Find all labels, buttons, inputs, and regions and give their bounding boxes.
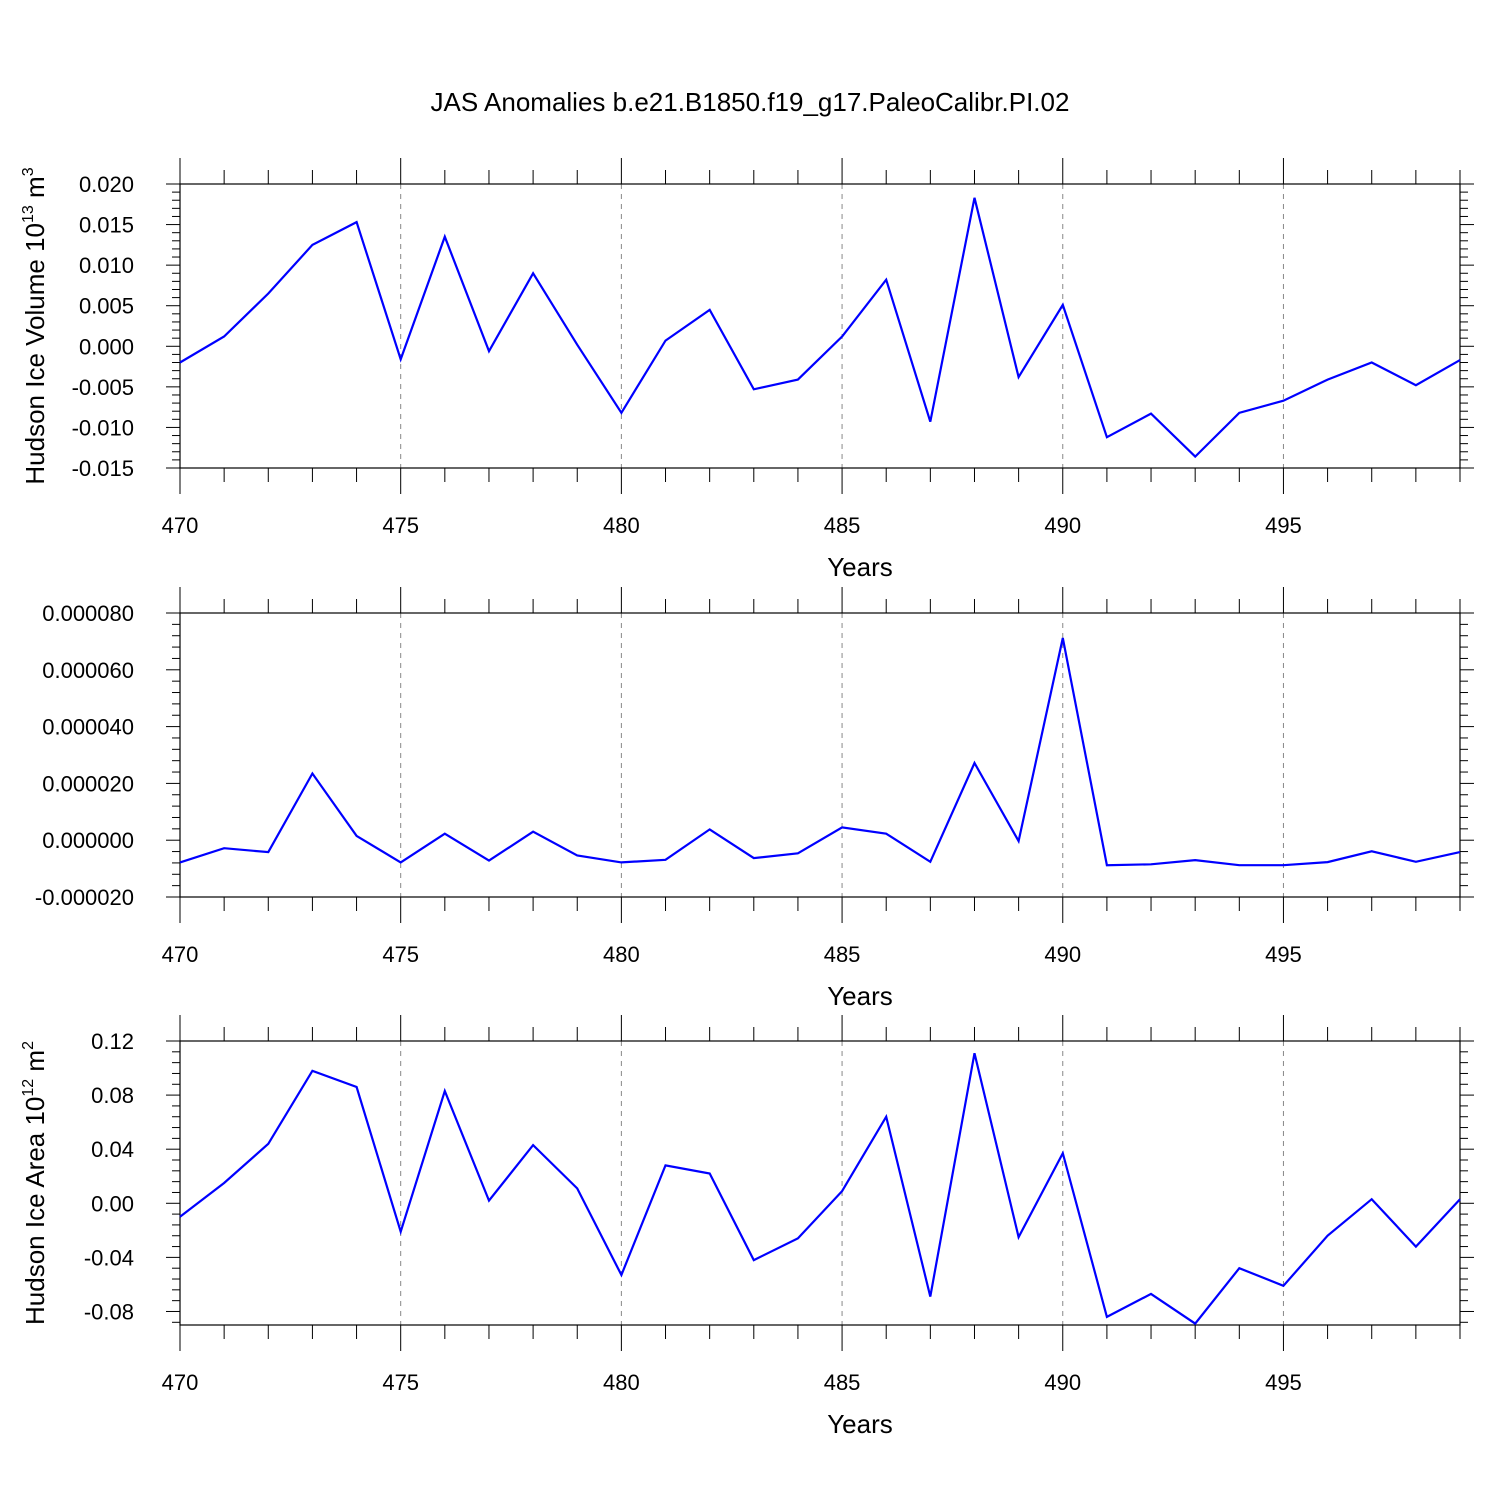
y-axis-label-unit-exponent: 2 — [20, 1041, 37, 1050]
y-axis-label-text: Hudson Ice Volume 10 — [20, 223, 50, 485]
series-line — [179, 637, 1461, 867]
x-tick-label: 485 — [824, 513, 861, 538]
x-tick-label: 470 — [162, 942, 199, 967]
y-axis-label-unit: m — [20, 1050, 50, 1079]
y-tick-label: -0.015 — [72, 456, 134, 481]
y-axis-label: Hudson Ice Area 1012 m2 — [20, 1041, 50, 1325]
y-axis-label-exponent: 12 — [20, 1079, 37, 1097]
y-tick-label: 0.08 — [91, 1083, 134, 1108]
y-axis-label: Hudson Ice Volume 1013 m3 — [20, 167, 50, 484]
y-tick-label: 0.12 — [91, 1029, 134, 1054]
x-tick-label: 485 — [824, 942, 861, 967]
panel-2: 470 475 480 485 490 495 -0.000020 0.000000 0.000… — [35, 587, 1474, 1011]
x-tick-label: 490 — [1044, 1370, 1081, 1395]
y-tick-label: 0.015 — [79, 213, 134, 238]
series-line — [179, 1052, 1461, 1326]
x-tick-label: 480 — [603, 1370, 640, 1395]
y-axis-label-unit-exponent: 3 — [20, 167, 37, 176]
plot-frame — [179, 183, 1461, 469]
x-tick-label: 475 — [382, 1370, 419, 1395]
plot-frame — [179, 1040, 1461, 1326]
y-tick-label: -0.010 — [72, 415, 134, 440]
x-tick-label: 470 — [162, 513, 199, 538]
x-tick-label: 490 — [1044, 942, 1081, 967]
x-tick-label: 475 — [382, 513, 419, 538]
y-tick-label: 0.000080 — [42, 601, 134, 626]
x-tick-label: 480 — [603, 942, 640, 967]
y-tick-label: 0.000060 — [42, 658, 134, 683]
y-tick-label: 0.000 — [79, 334, 134, 359]
y-tick-label: 0.000040 — [42, 715, 134, 740]
x-axis-label: Years — [827, 1409, 893, 1439]
x-tick-label: 470 — [162, 1370, 199, 1395]
figure-title: JAS Anomalies b.e21.B1850.f19_g17.PaleoC… — [431, 87, 1070, 117]
y-tick-label: 0.000020 — [42, 771, 134, 796]
y-tick-label: 0.00 — [91, 1191, 134, 1216]
panel-3: 470 475 480 485 490 495 -0.08 -0.04 0.00 0.04 0.08… — [20, 1015, 1474, 1439]
x-tick-label: 485 — [824, 1370, 861, 1395]
y-tick-label: -0.04 — [84, 1245, 134, 1270]
panel-1: 470 475 480 485 490 495 -0.015 -0.010 -0.005 0.00… — [20, 158, 1474, 582]
x-tick-label: 495 — [1265, 513, 1302, 538]
y-axis-label-text: Hudson Ice Area 10 — [20, 1097, 50, 1325]
x-tick-label: 495 — [1265, 1370, 1302, 1395]
x-axis-label: Years — [827, 552, 893, 582]
y-tick-label: -0.08 — [84, 1299, 134, 1324]
x-tick-label: 480 — [603, 513, 640, 538]
y-tick-label: -0.005 — [72, 375, 134, 400]
x-tick-label: 475 — [382, 942, 419, 967]
y-axis-label-unit: m — [20, 176, 50, 205]
x-tick-label: 495 — [1265, 942, 1302, 967]
x-tick-label: 490 — [1044, 513, 1081, 538]
y-tick-label: -0.000020 — [35, 885, 134, 910]
y-tick-label: 0.04 — [91, 1137, 134, 1162]
x-axis-label: Years — [827, 981, 893, 1011]
y-tick-label: 0.005 — [79, 294, 134, 319]
y-tick-label: 0.000000 — [42, 828, 134, 853]
plot-frame — [179, 612, 1461, 898]
y-axis-label-exponent: 13 — [20, 205, 37, 223]
series-line — [179, 197, 1461, 459]
y-tick-label: 0.010 — [79, 253, 134, 278]
y-tick-label: 0.020 — [79, 172, 134, 197]
